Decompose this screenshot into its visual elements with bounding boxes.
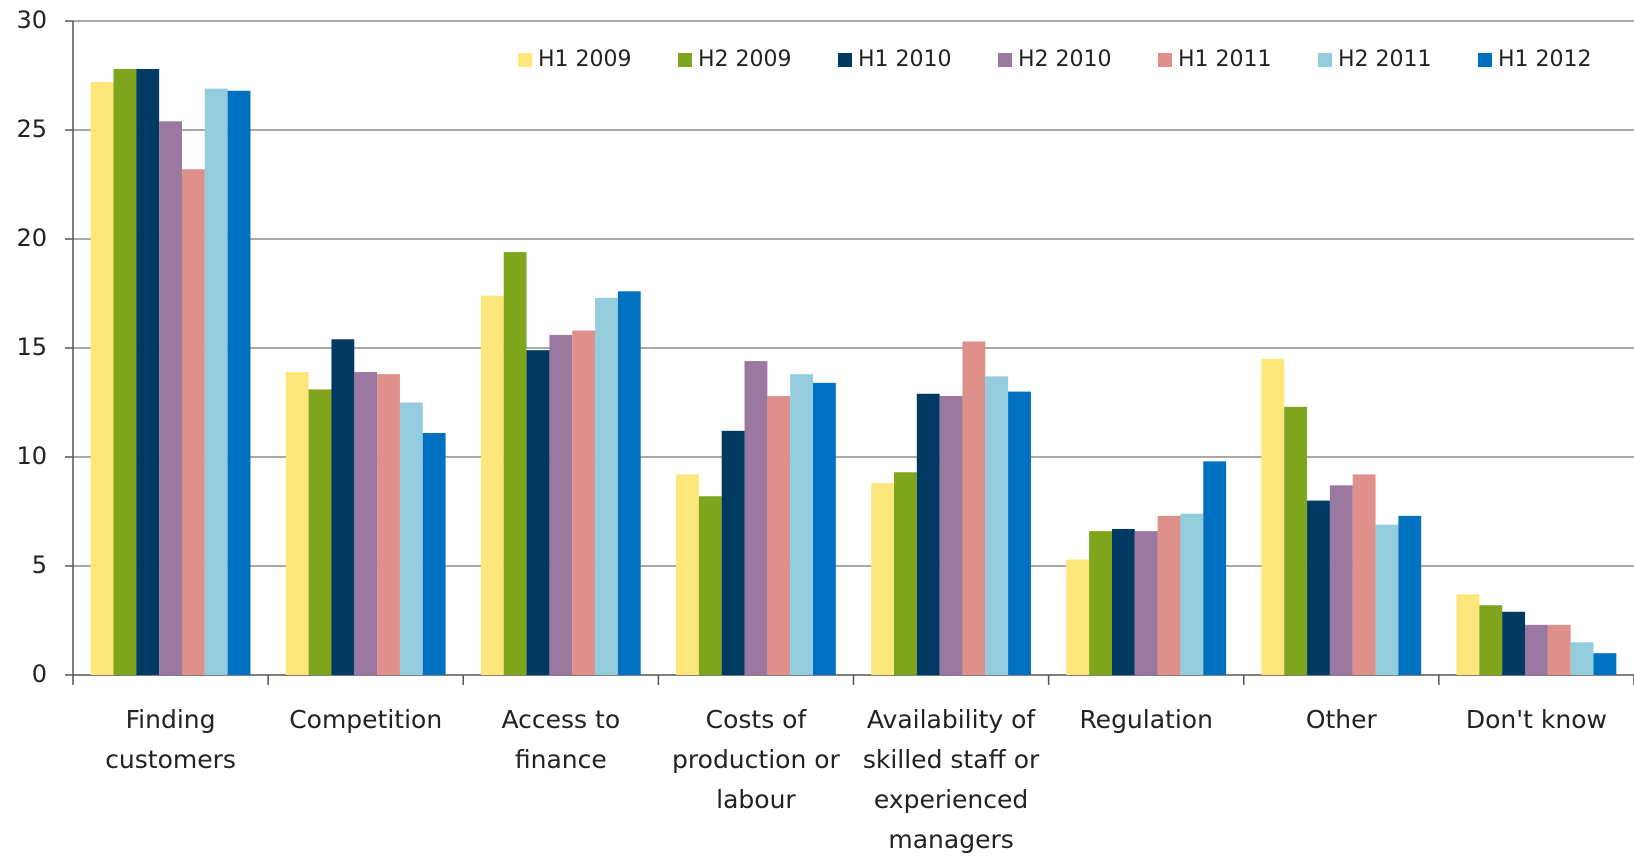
bar [871,483,894,675]
bar [595,297,618,675]
bar [526,350,550,675]
legend-swatch [1318,53,1332,67]
bar [308,389,332,675]
x-tick-label: Don't know [1465,705,1607,734]
bar [1398,515,1422,675]
bar [1180,513,1204,675]
legend-swatch [1158,53,1172,67]
bar [480,295,504,675]
bar [1261,358,1285,675]
legend-swatch [1478,53,1492,67]
bar [1547,624,1571,675]
bar [1502,611,1526,675]
bar [1008,391,1031,675]
y-tick-label: 20 [16,224,47,252]
bar [572,330,596,675]
bar [1307,500,1330,675]
bar [744,361,768,675]
bar [285,371,309,675]
bar [159,121,182,675]
x-tick-label: Finding customers [105,705,236,774]
legend-swatch [678,53,692,67]
legend-swatch [518,53,532,67]
bar [1134,531,1158,675]
bar [939,395,963,675]
bar [1066,559,1090,675]
y-tick-label: 25 [16,115,47,143]
x-tick-label: Other [1305,705,1377,734]
bar [1593,653,1617,675]
legend-label: H1 2011 [1178,47,1272,72]
bar [1456,594,1480,675]
bar [617,291,641,675]
bar [1352,474,1376,675]
y-tick-label: 30 [16,6,47,34]
legend-swatch [998,53,1012,67]
bar [916,393,940,675]
bar [893,472,917,675]
x-tick-label: Availability of skilled staff or experie… [862,705,1040,854]
bar [1089,531,1112,675]
x-tick-label: Access to finance [501,705,621,774]
bar [136,68,160,675]
bar [113,68,137,675]
y-tick-label: 15 [16,333,47,361]
bar [204,88,228,675]
bar [503,252,527,675]
legend-label: H1 2009 [538,47,632,72]
legend-label: H2 2009 [698,47,792,72]
bar [813,382,836,675]
legend-label: H1 2010 [858,47,952,72]
bar [549,334,573,675]
bar [377,374,400,675]
bar [1157,515,1181,675]
legend-swatch [838,53,852,67]
legend-label: H2 2010 [1018,47,1112,72]
bar [1570,642,1594,675]
bar [422,433,446,675]
bar [985,376,1009,675]
x-tick-label: Competition [289,705,443,734]
bar [767,395,791,675]
y-tick-label: 0 [32,660,47,688]
bar [721,430,745,675]
bar [1329,485,1353,675]
legend-label: H2 2011 [1338,47,1432,72]
bar [1479,605,1503,675]
bar [1284,406,1308,675]
y-tick-label: 10 [16,442,47,470]
bar [1375,524,1399,675]
bar [331,339,355,675]
bar [90,82,114,676]
bar [1111,528,1135,675]
bar [1525,624,1548,675]
x-tick-label: Costs of production or labour [672,705,840,814]
y-tick-label: 5 [32,551,47,579]
x-tick-label: Regulation [1079,705,1213,734]
bar [181,169,205,676]
bar [676,474,699,675]
legend-label: H1 2012 [1498,47,1592,72]
bar [354,371,378,675]
bar [790,374,814,675]
bar [399,402,423,675]
bar [227,90,251,675]
bar [1203,461,1227,675]
bar [962,341,986,675]
bar [698,496,722,675]
